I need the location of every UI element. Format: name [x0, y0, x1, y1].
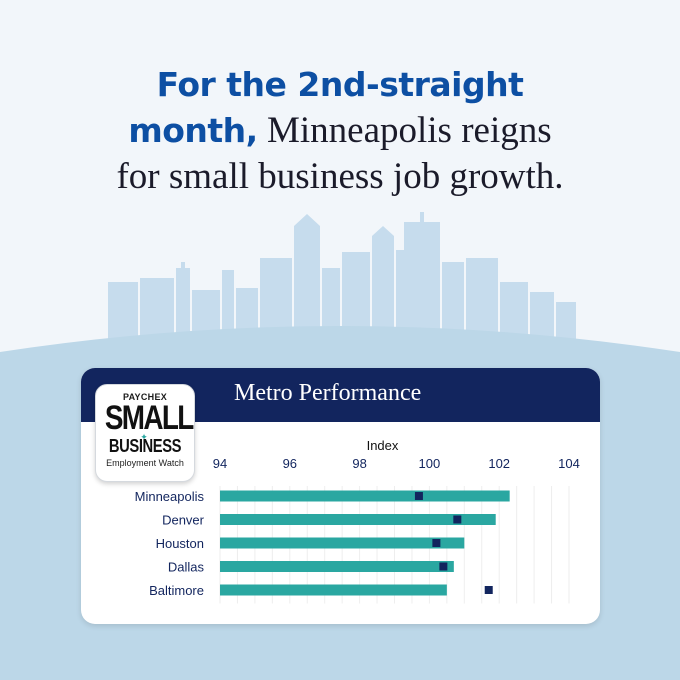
logo-subtitle: Employment Watch: [106, 458, 184, 468]
marker-point: [414, 492, 423, 500]
category-label: Dallas: [168, 560, 205, 575]
bar: [220, 514, 496, 525]
headline-line-2: month, Minneapolis reigns: [0, 108, 680, 154]
metro-performance-chart: Index 94 96 98 100 102 104 Minneapolis Denver Hou…: [135, 438, 580, 604]
marker-point: [453, 515, 462, 524]
headline-rest-2: Minneapolis reigns: [266, 110, 552, 151]
category-label: Denver: [162, 513, 205, 528]
logo-brand: PAYCHEX: [122, 392, 168, 402]
category-label: Houston: [156, 536, 204, 551]
headline-bold-1: For the 2nd-straight: [156, 65, 524, 104]
x-tick-label: 102: [488, 456, 510, 471]
marker-point: [484, 586, 493, 594]
logo-word-small: SMALL: [104, 399, 194, 437]
paychex-small-business-logo: PAYCHEX SMALL ✦ BUSINESS Employment Watc…: [95, 384, 195, 482]
x-tick-label: 100: [419, 456, 441, 471]
bar: [220, 584, 447, 596]
bar: [220, 537, 465, 549]
headline-line-1: For the 2nd-straight: [0, 62, 680, 108]
marker-point: [432, 539, 441, 547]
x-tick-label: 104: [558, 456, 580, 471]
x-tick-label: 94: [213, 456, 227, 471]
bar: [220, 561, 454, 572]
headline: For the 2nd-straight month, Minneapolis …: [0, 62, 680, 200]
category-label: Baltimore: [149, 583, 204, 598]
logo-word-business: BUSINESS: [108, 436, 182, 456]
headline-line-3: for small business job growth.: [116, 156, 564, 197]
logo-star-icon: ✦: [140, 432, 148, 442]
card-header: Metro Performance: [81, 368, 600, 422]
chart-title: Metro Performance: [234, 380, 422, 406]
bar: [220, 490, 510, 502]
category-label: Minneapolis: [135, 489, 205, 504]
x-axis-label: Index: [367, 438, 399, 453]
x-tick-label: 96: [283, 456, 297, 471]
x-tick-label: 98: [352, 456, 366, 471]
headline-bold-2: month,: [128, 111, 258, 150]
marker-point: [439, 562, 448, 571]
